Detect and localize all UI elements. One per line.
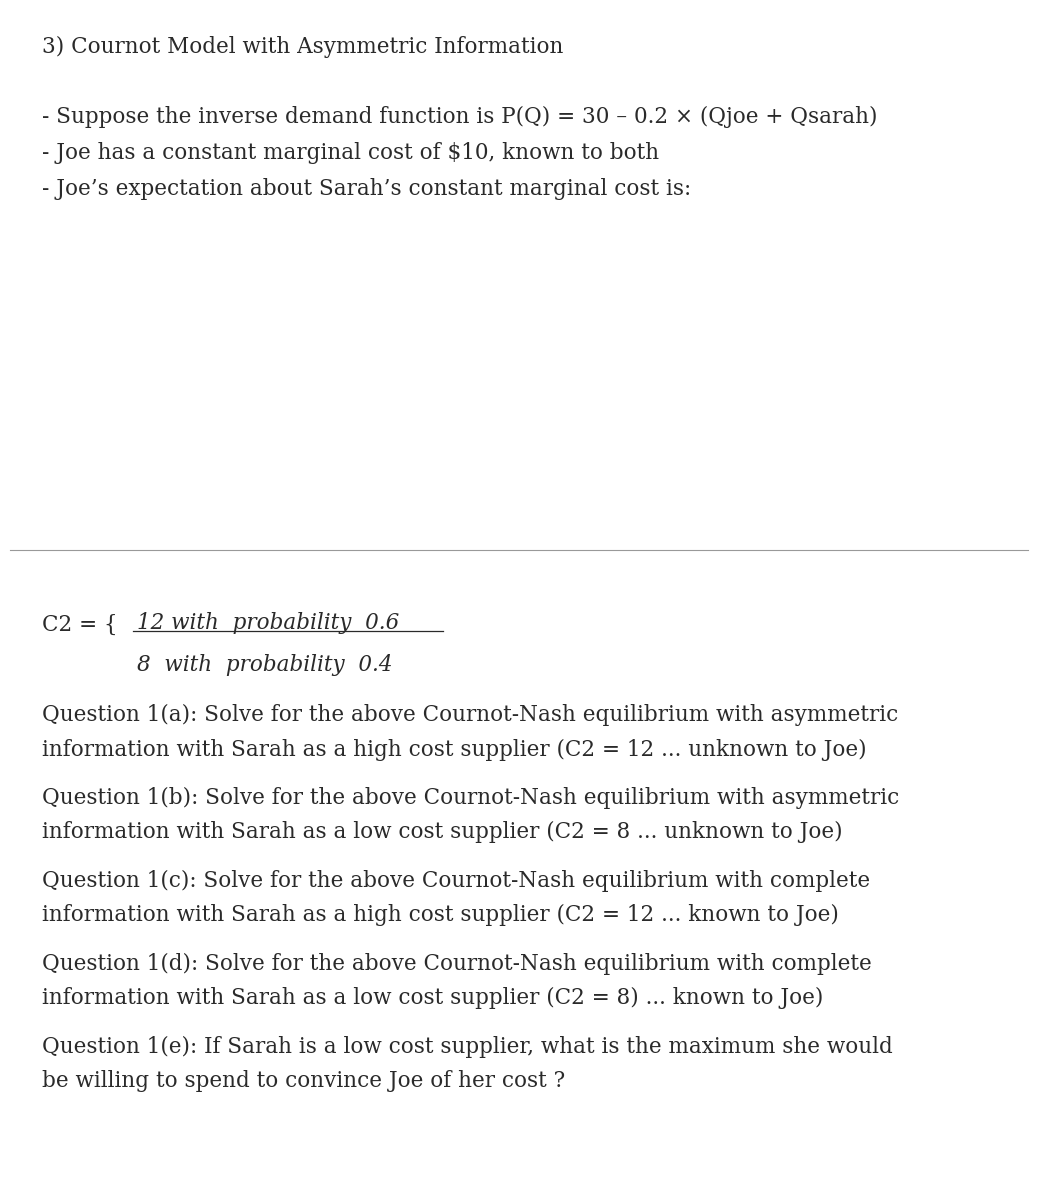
Text: C2 = {: C2 = { bbox=[42, 613, 117, 636]
Text: 3) Cournot Model with Asymmetric Information: 3) Cournot Model with Asymmetric Informa… bbox=[42, 36, 563, 58]
Text: information with Sarah as a high cost supplier (C2 = 12 ... known to Joe): information with Sarah as a high cost su… bbox=[42, 905, 839, 926]
Text: - Joe has a constant marginal cost of $10, known to both: - Joe has a constant marginal cost of $1… bbox=[42, 142, 659, 163]
Text: 12 with  probability  0.6: 12 with probability 0.6 bbox=[137, 612, 400, 634]
Text: Question 1(b): Solve for the above Cournot-Nash equilibrium with asymmetric: Question 1(b): Solve for the above Courn… bbox=[42, 787, 899, 809]
Text: Question 1(e): If Sarah is a low cost supplier, what is the maximum she would: Question 1(e): If Sarah is a low cost su… bbox=[42, 1036, 893, 1057]
Text: information with Sarah as a low cost supplier (C2 = 8 ... unknown to Joe): information with Sarah as a low cost sup… bbox=[42, 822, 842, 844]
Text: - Joe’s expectation about Sarah’s constant marginal cost is:: - Joe’s expectation about Sarah’s consta… bbox=[42, 178, 690, 199]
Text: Question 1(c): Solve for the above Cournot-Nash equilibrium with complete: Question 1(c): Solve for the above Courn… bbox=[42, 870, 870, 892]
Text: 8  with  probability  0.4: 8 with probability 0.4 bbox=[137, 654, 392, 676]
Text: information with Sarah as a low cost supplier (C2 = 8) ... known to Joe): information with Sarah as a low cost sup… bbox=[42, 988, 823, 1009]
Text: Question 1(d): Solve for the above Cournot-Nash equilibrium with complete: Question 1(d): Solve for the above Courn… bbox=[42, 953, 871, 974]
Text: be willing to spend to convince Joe of her cost ?: be willing to spend to convince Joe of h… bbox=[42, 1070, 565, 1092]
Text: - Suppose the inverse demand function is P(Q) = 30 – 0.2 × (Qjoe + Qsarah): - Suppose the inverse demand function is… bbox=[42, 106, 877, 127]
Text: information with Sarah as a high cost supplier (C2 = 12 ... unknown to Joe): information with Sarah as a high cost su… bbox=[42, 739, 866, 761]
Text: Question 1(a): Solve for the above Cournot-Nash equilibrium with asymmetric: Question 1(a): Solve for the above Courn… bbox=[42, 704, 898, 726]
